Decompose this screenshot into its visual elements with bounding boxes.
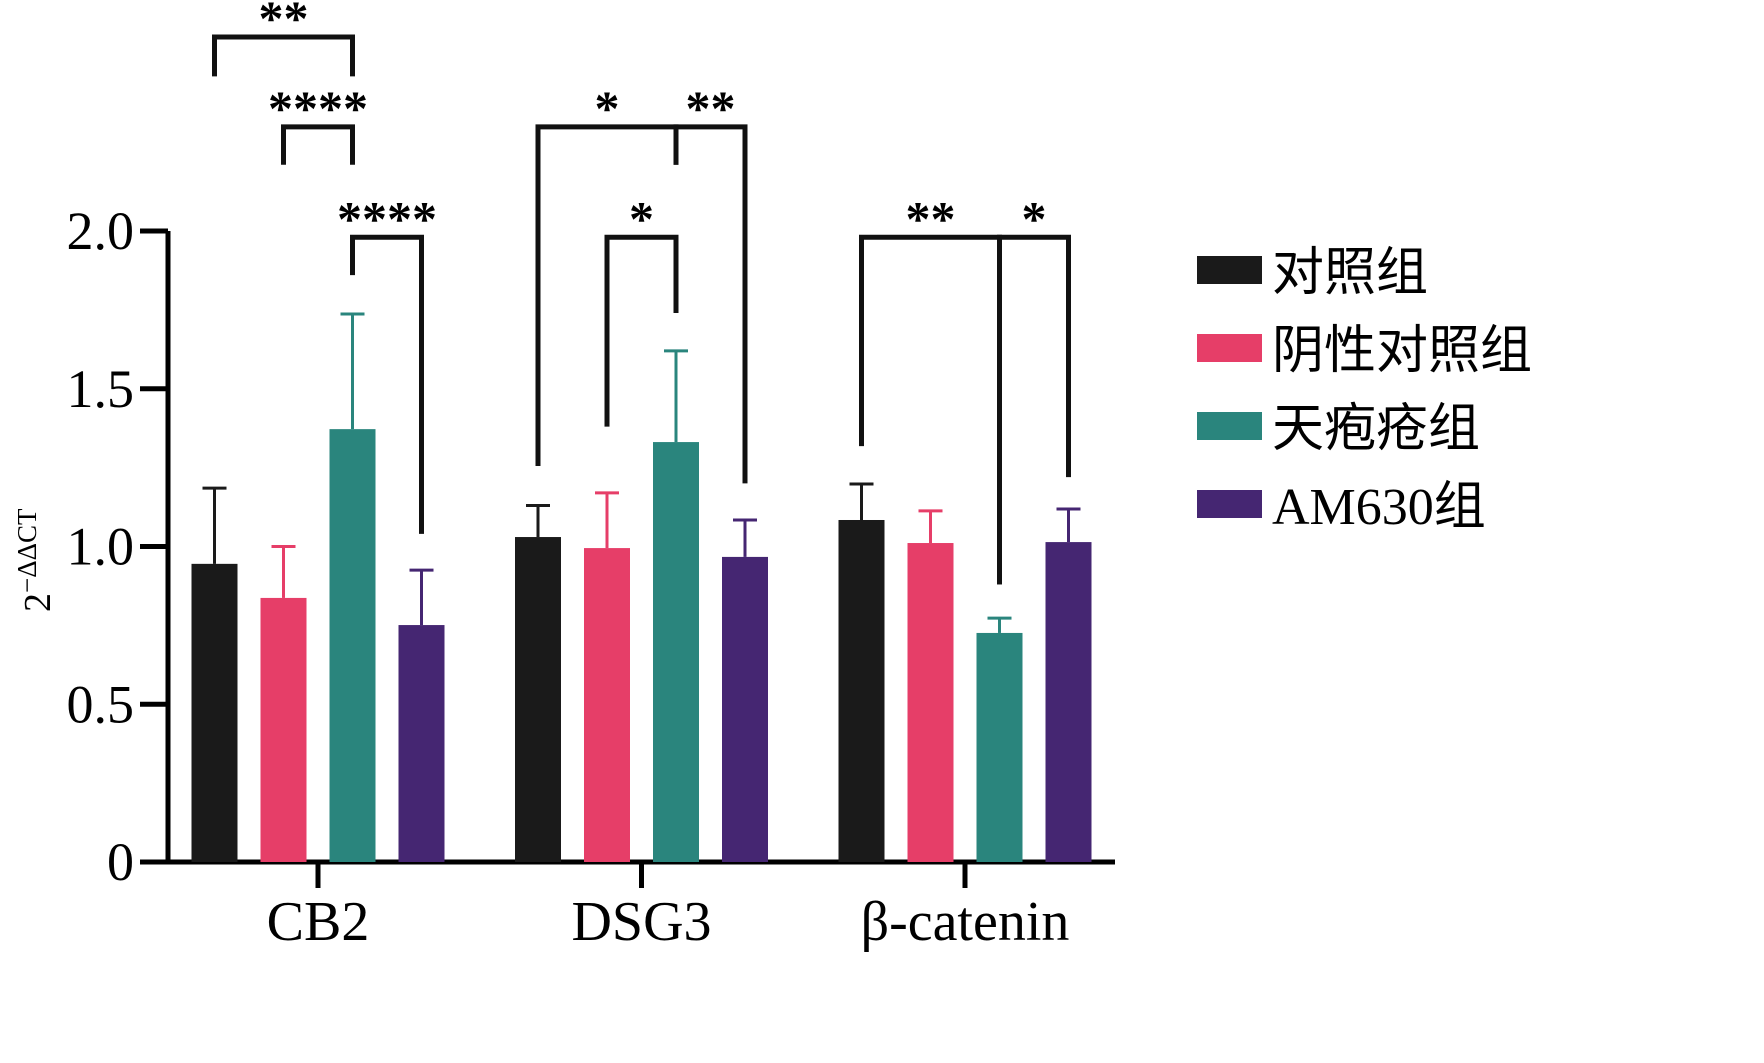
significance-label: **	[686, 80, 736, 136]
legend-label: 天疱疮组	[1272, 401, 1480, 458]
significance-label: ****	[268, 80, 368, 136]
axes: 0 0.5 1.0 1.5 2.0 CB2 DSG3 β-catenin	[67, 201, 1115, 953]
significance-bracket	[673, 124, 748, 484]
bar	[722, 556, 768, 862]
y-axis-label-superscript: −ΔΔCT	[12, 508, 42, 593]
x-tick-label: β-catenin	[861, 891, 1070, 953]
y-tick-label: 2.0	[67, 201, 135, 261]
legend-swatch	[1197, 412, 1262, 440]
bar	[398, 625, 445, 862]
legend-swatch	[1197, 490, 1262, 518]
significance-label: *	[629, 190, 654, 246]
bar	[976, 632, 1023, 862]
bar	[191, 563, 238, 862]
significance-bracket	[997, 234, 1071, 585]
significance-bracket	[281, 124, 355, 165]
x-tick-label: DSG3	[571, 891, 711, 953]
bars	[191, 312, 1092, 862]
legend-swatch	[1197, 256, 1262, 284]
significance-label: *	[1022, 190, 1047, 246]
legend-swatch	[1197, 334, 1262, 362]
y-axis-label: 2−ΔΔCT	[12, 508, 59, 612]
x-tick-label: CB2	[267, 891, 370, 953]
legend-label: AM630组	[1272, 479, 1486, 536]
y-tick-label: 1.0	[67, 517, 135, 577]
significance-brackets: *********** *** ** *	[212, 0, 1071, 585]
bar	[260, 597, 307, 862]
bar	[907, 543, 954, 862]
legend-label: 阴性对照组	[1272, 323, 1532, 380]
significance-label: ****	[337, 190, 437, 246]
bar	[515, 537, 561, 862]
significance-bracket	[212, 34, 355, 77]
bar	[584, 548, 630, 862]
significance-bracket	[350, 234, 424, 534]
bar	[653, 442, 699, 862]
legend-label: 对照组	[1272, 245, 1428, 302]
significance-label: **	[906, 190, 956, 246]
significance-label: *	[595, 80, 620, 136]
y-tick-label: 0.5	[67, 674, 135, 734]
bar	[1045, 542, 1092, 862]
significance-label: **	[259, 0, 309, 46]
y-tick-label: 0	[107, 832, 134, 892]
bar	[838, 519, 885, 862]
bar	[329, 429, 376, 862]
y-tick-label: 1.5	[67, 359, 135, 419]
significance-bracket	[604, 234, 679, 427]
y-axis-label-base: 2	[17, 593, 59, 612]
